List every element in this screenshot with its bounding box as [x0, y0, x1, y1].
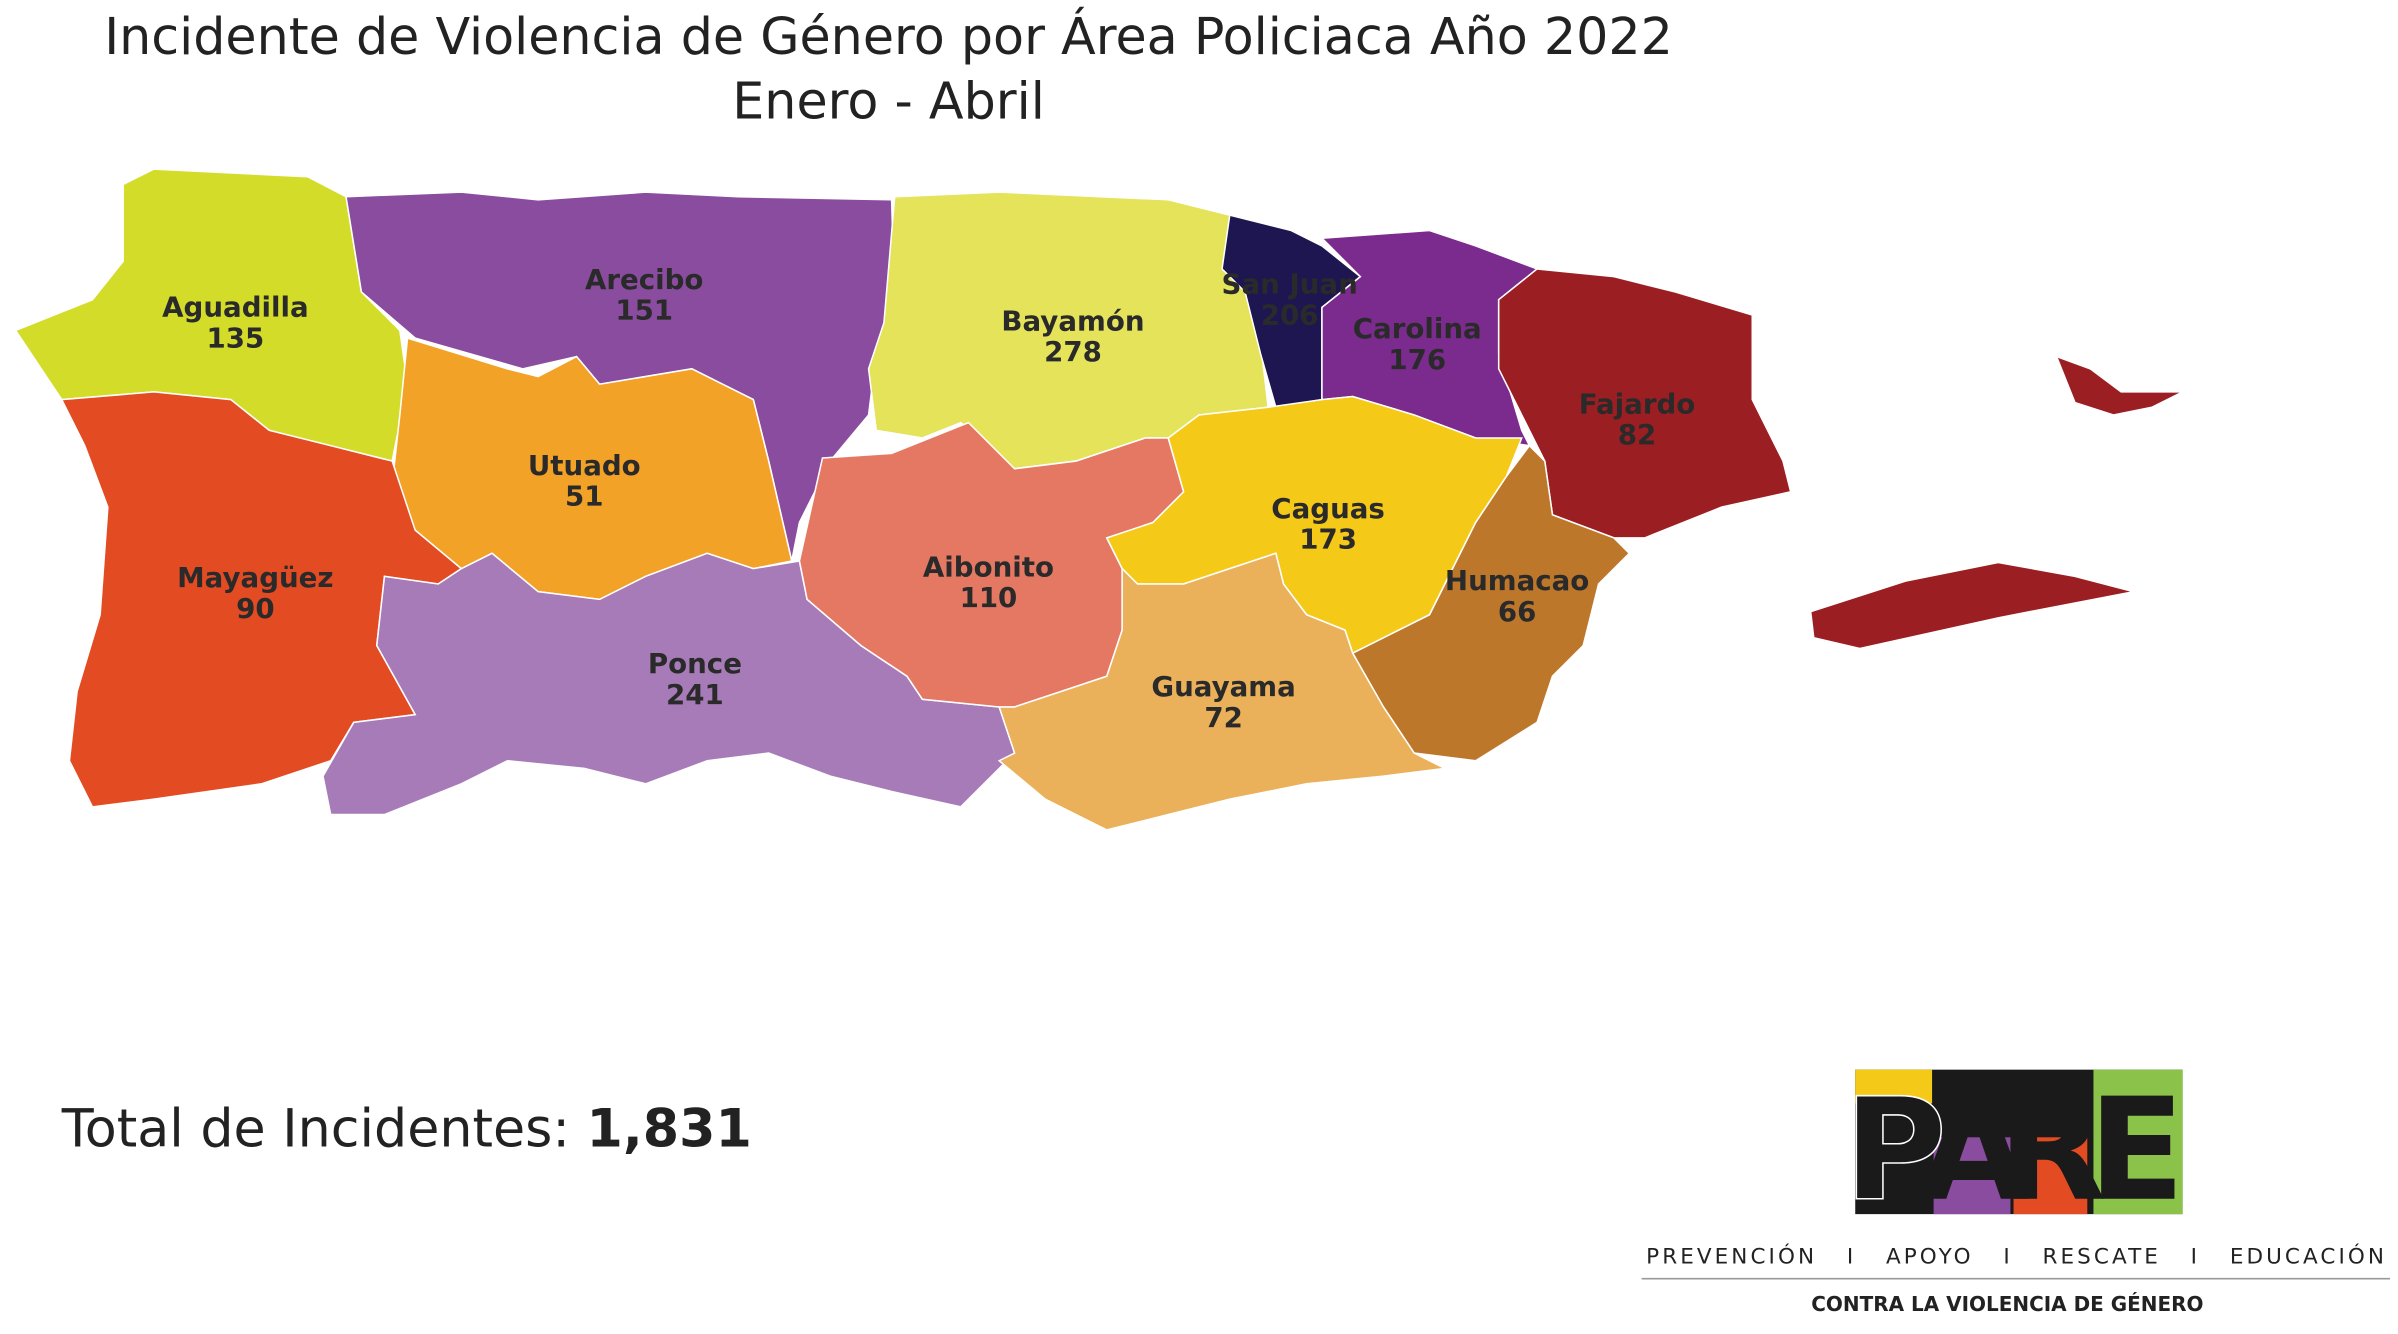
region-value: 135 — [207, 321, 265, 354]
region-name: Mayagüez — [177, 561, 333, 594]
logo-accent — [2013, 1137, 2088, 1215]
region-area — [1809, 561, 2134, 650]
subtitle: Enero - Abril — [732, 71, 1045, 130]
region-area — [1351, 444, 1631, 762]
logo-accent — [2093, 1069, 2183, 1215]
region-value: 241 — [666, 678, 724, 711]
total-label: Total de Incidentes: — [61, 1100, 570, 1160]
region-value: 176 — [1388, 343, 1446, 376]
region-value: 82 — [1618, 418, 1657, 451]
region-area — [322, 552, 1016, 816]
region-name: Aibonito — [923, 550, 1054, 583]
region-name: Bayamón — [1001, 304, 1144, 337]
region-name: Aguadilla — [162, 291, 308, 324]
region-area — [345, 191, 896, 562]
logo: P A R E PREVENCIÓN I APOYO I RESCATE I E… — [1641, 1068, 2391, 1316]
region-name: Utuado — [528, 449, 641, 482]
total-value: 1,831 — [587, 1100, 752, 1160]
logo-letter: E — [2088, 1069, 2185, 1233]
region-value: 51 — [565, 480, 603, 513]
region-name: Caguas — [1271, 492, 1385, 525]
region-value: 90 — [236, 592, 275, 625]
logo-motto: CONTRA LA VIOLENCIA DE GÉNERO — [1811, 1292, 2203, 1316]
region-value: 173 — [1299, 523, 1357, 556]
region-name: San Juan — [1222, 268, 1358, 301]
logo-accent — [1855, 1069, 1933, 1104]
region-area — [1497, 268, 1792, 539]
region-area — [997, 552, 1448, 831]
region-name: Guayama — [1151, 670, 1295, 703]
region-value: 72 — [1204, 701, 1242, 734]
region-value: 278 — [1044, 335, 1102, 368]
region-name: Humacao — [1445, 564, 1589, 597]
logo-letter: P — [1843, 1069, 1947, 1233]
region-name: Fajardo — [1579, 387, 1696, 420]
title: Incidente de Violencia de Género por Áre… — [104, 6, 1673, 66]
region-name: Arecibo — [585, 263, 703, 296]
logo-tagline: PREVENCIÓN I APOYO I RESCATE I EDUCACIÓN — [1646, 1243, 2387, 1269]
region-value: 110 — [960, 581, 1018, 614]
region-name: Carolina — [1353, 312, 1482, 345]
region-area — [2055, 355, 2183, 416]
region-value: 206 — [1261, 298, 1319, 331]
logo-letter: A — [1919, 1069, 2028, 1233]
region-name: Ponce — [648, 647, 742, 680]
region-value: 151 — [615, 294, 673, 327]
region-value: 66 — [1498, 595, 1537, 628]
logo-accent — [1933, 1137, 2011, 1215]
logo-letter: R — [1998, 1069, 2107, 1233]
total: Total de Incidentes: 1,831 — [61, 1100, 752, 1160]
